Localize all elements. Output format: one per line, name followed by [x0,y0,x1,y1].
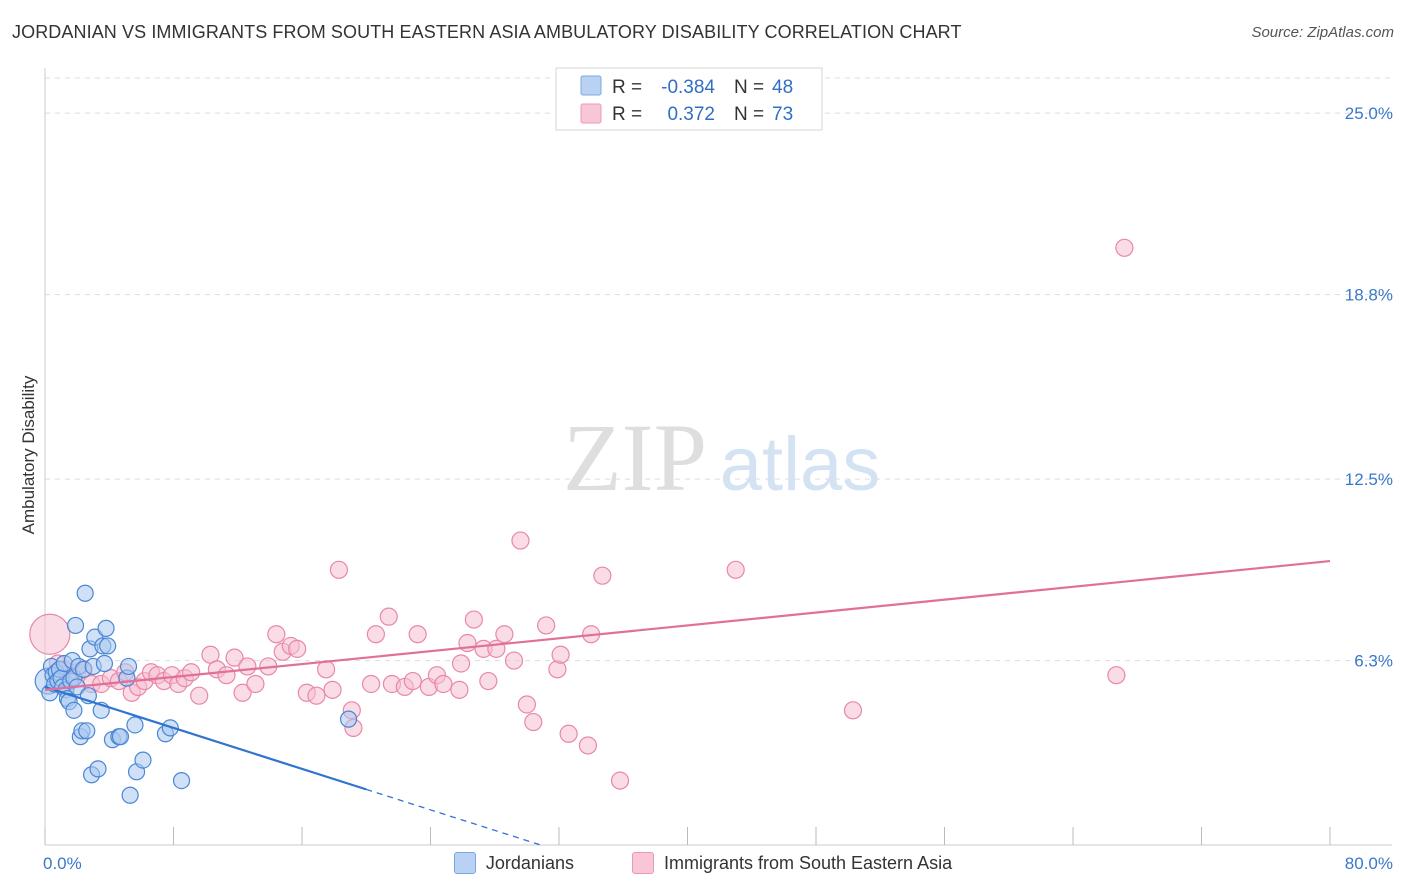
point-jordanians [95,654,114,673]
y-tick-label: 6.3% [1354,652,1393,671]
point-immigrants [479,671,498,691]
point-immigrants [843,701,863,720]
point-jordanians [339,710,358,728]
legend-r-label-1: R = [612,77,642,98]
point-jordanians [97,619,115,637]
x-tick-label-min: 0.0% [43,854,82,873]
bottom-legend: Jordanians Immigrants from South Eastern… [0,852,1406,874]
legend-swatch-pink [631,852,654,874]
point-immigrants [403,671,422,691]
legend-n-label-1: N = [734,77,764,98]
point-jordanians [99,637,117,655]
point-immigrants [288,639,307,658]
point-immigrants [238,657,257,676]
legend-swatch-jordanians [580,75,602,96]
point-immigrants [225,648,244,667]
point-immigrants [307,686,326,705]
point-jordanians [134,751,152,769]
point-immigrants [233,683,252,702]
point-immigrants [182,663,201,682]
point-immigrants [610,771,630,790]
point-immigrants [451,654,471,673]
series-immigrants-points [29,238,1134,790]
legend-swatch-blue [453,852,476,874]
bottom-legend-label-immigrants: Immigrants from South Eastern Asia [663,852,953,873]
point-immigrants [495,625,514,644]
tick-labels: 6.3% 12.5% 18.8% 25.0% 0.0% 80.0% [43,104,1393,873]
point-jordanians [126,716,144,734]
point-immigrants [408,625,427,644]
bottom-legend-item-jordanians[interactable]: Jordanians [453,852,574,874]
y-tick-label: 25.0% [1345,104,1393,123]
x-tick-label-max: 80.0% [1345,854,1393,873]
point-immigrants [559,724,578,743]
point-immigrants [316,660,336,679]
legend-r-label-2: R = [612,104,642,125]
point-immigrants [190,686,209,705]
point-immigrants [524,712,543,732]
point-immigrants [517,695,536,714]
point-immigrants [323,680,342,699]
point-jordanians [78,722,96,740]
point-immigrants [267,625,286,644]
legend-swatch-immigrants [580,103,602,124]
point-immigrants [1107,666,1126,685]
point-immigrants [246,674,265,694]
point-immigrants [361,674,381,694]
legend-n-value-1: 48 [772,77,793,98]
point-jordanians [121,786,139,804]
legend-box: R = -0.384 N = 48 R = 0.372 N = 73 [555,67,823,131]
chart-title: JORDANIAN VS IMMIGRANTS FROM SOUTH EASTE… [12,22,962,42]
point-immigrants [434,674,453,694]
point-immigrants [593,566,612,585]
gridlines [45,77,1392,662]
point-immigrants [329,560,349,579]
point-jordanians [119,657,138,676]
trend-line-jordanians [44,685,367,791]
y-tick-label: 18.8% [1345,286,1393,305]
y-tick-label: 12.5% [1345,470,1393,489]
legend-r-value-2: 0.372 [667,104,715,125]
trend-line-jordanians-extension [366,788,544,847]
point-jordanians [76,584,94,602]
legend-r-value-1: -0.384 [661,77,715,98]
bottom-legend-item-immigrants[interactable]: Immigrants from South Eastern Asia [631,852,953,874]
source-label: Source: ZipAtlas.com [1251,24,1394,41]
point-immigrants [511,531,530,550]
point-immigrants [464,610,483,629]
bottom-legend-label-jordanians: Jordanians [485,852,574,873]
legend-n-value-2: 73 [772,104,793,125]
legend-n-label-2: N = [734,104,764,125]
watermark-zip: ZIP [563,404,707,511]
point-jordanians [111,728,130,746]
point-immigrants [1115,238,1134,257]
point-immigrants [537,616,556,635]
series-jordanians-points [34,584,358,804]
point-immigrants [217,666,236,685]
point-jordanians [66,616,85,635]
y-axis-label: Ambulatory Disability [19,375,38,534]
point-immigrants [551,645,570,664]
point-immigrants [379,607,398,626]
point-immigrants [548,660,567,679]
point-jordanians [89,760,107,778]
point-jordanians [65,701,83,719]
trend-line-immigrants [44,559,1331,691]
point-immigrants [726,560,745,579]
trend-lines [44,559,1331,847]
point-jordanians [172,771,191,790]
watermark-atlas: atlas [720,422,881,507]
point-immigrants [450,680,469,699]
point-immigrants [504,651,524,670]
point-immigrants [366,625,385,644]
point-immigrants [578,736,598,755]
axes [44,68,1392,846]
point-immigrants [29,613,71,655]
